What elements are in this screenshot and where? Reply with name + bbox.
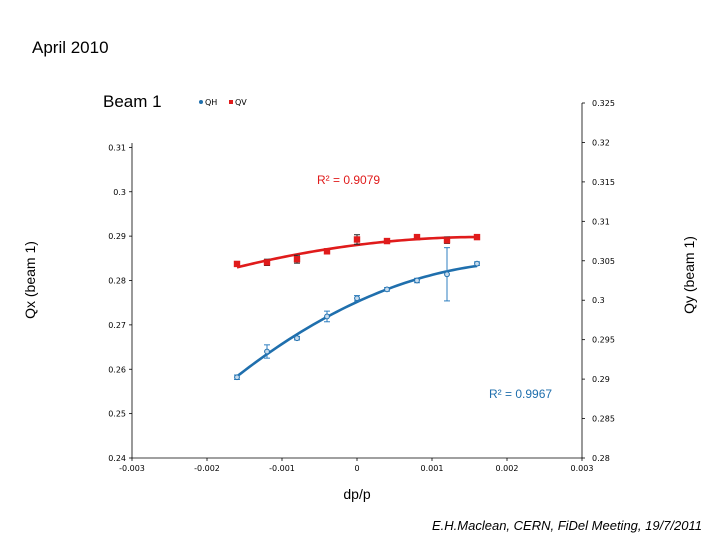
x-axis-title: dp/p — [343, 486, 370, 502]
data-point-qv — [233, 260, 241, 268]
y-left-tick-label: 0.24 — [108, 454, 126, 463]
y-left-tick-label: 0.31 — [108, 143, 126, 152]
data-point-qh — [294, 335, 300, 342]
data-point-qh — [444, 271, 450, 278]
data-point-qv — [293, 256, 301, 263]
x-tick-label: -0.003 — [119, 464, 145, 473]
data-point-qv — [473, 233, 481, 241]
legend-marker-qv — [229, 100, 233, 104]
r2-annotation-qv: R² = 0.9079 — [317, 173, 380, 187]
axes-group: -0.003 -0.002 -0.001 0 0.001 0.002 0.003 0.24 0.… — [108, 99, 615, 473]
x-tick-label: -0.001 — [269, 464, 295, 473]
y-axis-title-right: Qy (beam 1) — [681, 236, 697, 314]
y-right-tick-label: 0.305 — [592, 257, 615, 266]
data-point-qv — [323, 248, 331, 255]
y-left-tick-label: 0.29 — [108, 232, 126, 241]
x-tick-label: -0.002 — [194, 464, 220, 473]
legend-label-qv: QV — [235, 98, 247, 107]
y-right-tick-label: 0.29 — [592, 375, 610, 384]
data-point-qh — [384, 286, 390, 293]
data-point-qh — [264, 348, 270, 355]
y-left-tick-label: 0.28 — [108, 277, 126, 286]
data-point-qv — [443, 237, 451, 244]
data-point-qh — [354, 295, 360, 302]
data-point-qv — [383, 237, 391, 245]
data-point-qh — [474, 260, 480, 267]
legend: QH QV — [199, 98, 247, 107]
data-point-qh — [414, 277, 420, 284]
y-right-tick-label: 0.315 — [592, 178, 615, 187]
y-right-tick-label: 0.32 — [592, 138, 610, 147]
y-right-tick-label: 0.3 — [592, 296, 605, 305]
y-axis-title-left: Qx (beam 1) — [22, 241, 38, 319]
x-tick-label: 0.001 — [421, 464, 444, 473]
data-point-qv — [413, 233, 421, 241]
footer-credit: E.H.Maclean, CERN, FiDel Meeting, 19/7/2… — [432, 518, 702, 533]
slide-title: April 2010 — [32, 38, 109, 57]
marks-group — [233, 233, 481, 381]
chart-title: Beam 1 — [103, 92, 162, 111]
r2-annotation-qh: R² = 0.9967 — [489, 387, 552, 401]
y-right-tick-label: 0.31 — [592, 217, 610, 226]
data-point-qh — [234, 374, 240, 381]
y-left-tick-label: 0.27 — [108, 321, 126, 330]
trendline-qv — [236, 235, 478, 269]
y-left-tick-label: 0.3 — [113, 188, 126, 197]
legend-label-qh: QH — [205, 98, 217, 107]
data-point-qh — [324, 313, 330, 320]
y-right-tick-label: 0.28 — [592, 454, 610, 463]
x-tick-label: 0 — [354, 464, 359, 473]
y-right-tick-label: 0.325 — [592, 99, 615, 108]
trendline-qh — [236, 264, 478, 378]
y-left-tick-label: 0.25 — [108, 410, 126, 419]
data-point-qv — [263, 259, 271, 266]
x-tick-label: 0.003 — [571, 464, 594, 473]
y-right-tick-label: 0.285 — [592, 415, 615, 424]
y-left-tick-label: 0.26 — [108, 365, 126, 374]
legend-marker-qh — [199, 100, 203, 104]
data-point-qv — [353, 236, 361, 243]
y-right-tick-label: 0.295 — [592, 336, 615, 345]
x-tick-label: 0.002 — [496, 464, 519, 473]
